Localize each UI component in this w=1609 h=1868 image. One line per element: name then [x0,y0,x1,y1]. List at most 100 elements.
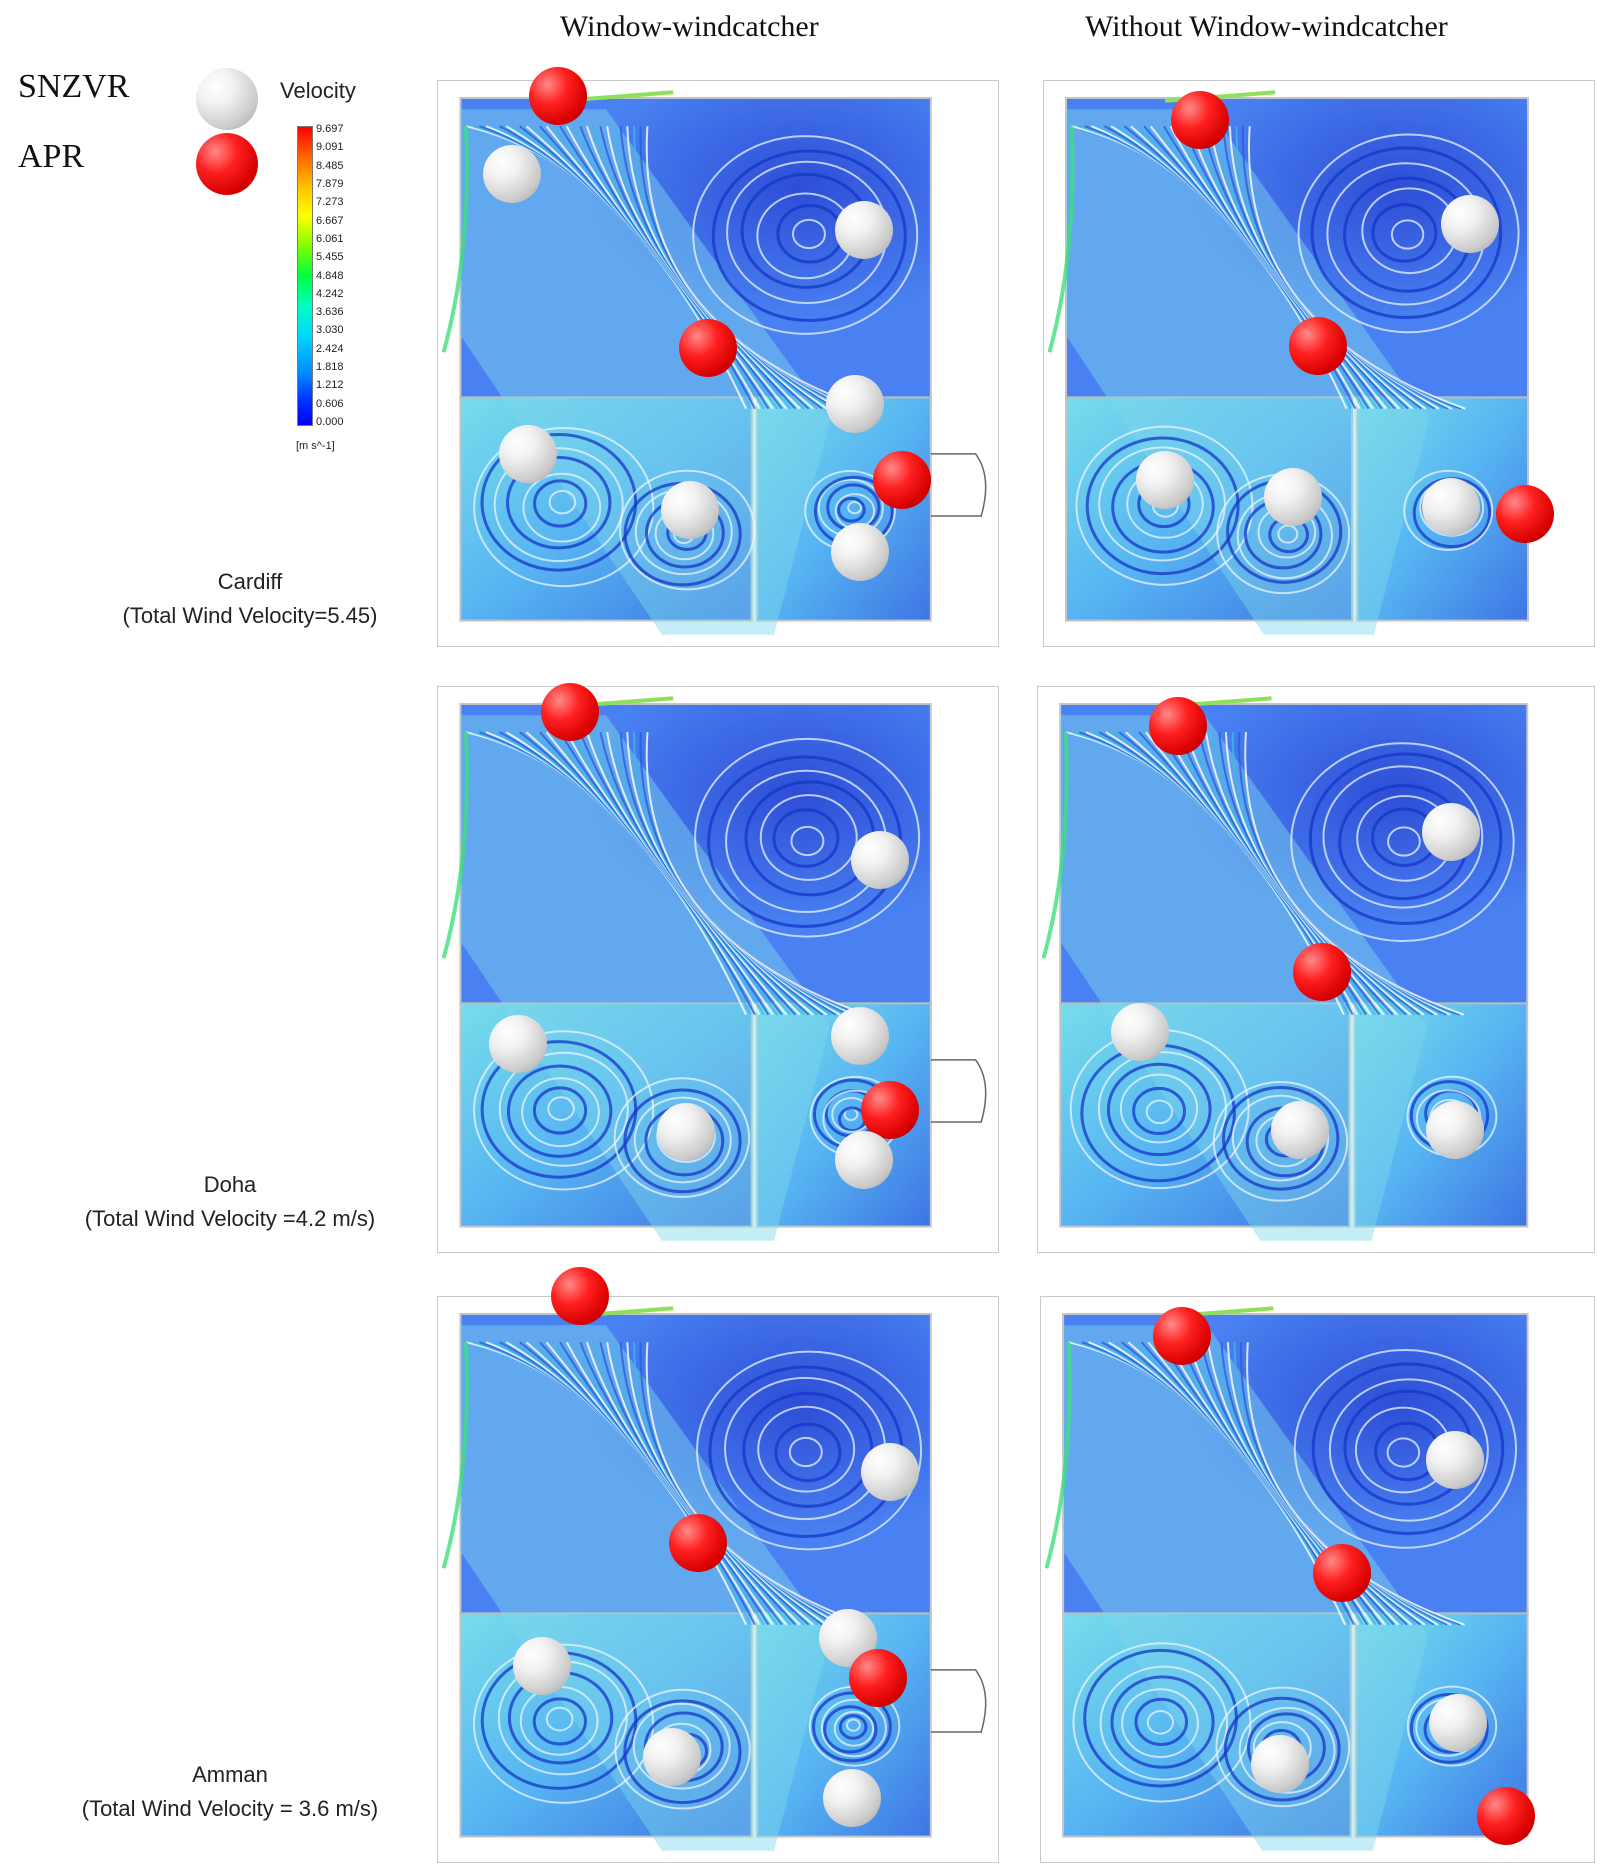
streamline [532,1697,587,1746]
streamline [1297,133,1520,334]
apr-marker [1293,943,1351,1001]
tick-label: 9.091 [316,141,344,154]
streamline [692,135,919,335]
streamline [833,1710,875,1747]
streamline [1390,219,1425,250]
streamline [1311,1362,1505,1535]
streamline [1238,1706,1336,1794]
streamline [711,149,907,323]
streamline [772,808,840,868]
apr-marker [1477,1787,1535,1845]
streamline [645,1342,868,1626]
velocity-colorbar [297,126,313,426]
streamline [838,1714,868,1740]
streamline [1386,1437,1421,1468]
streamline [506,1064,613,1158]
tick-label: 3.030 [316,324,344,337]
streamline [522,472,602,543]
snzvr-marker [657,1103,715,1161]
streamline [548,489,577,515]
inlet-flow [441,732,469,959]
streamline [506,455,612,550]
tick-label: 9.697 [316,123,344,135]
tick-label: 2.424 [316,342,344,355]
streamline [473,426,655,588]
panel-amman-with [437,1296,999,1863]
snzvr-marker [861,1443,919,1501]
streamline [1223,1696,1341,1802]
streamline [759,794,858,881]
streamline [1132,1086,1186,1136]
streamline [1403,469,1494,551]
row-detail: (Total Wind Velocity = 3.6 m/s) [81,1796,379,1821]
streamline [845,1718,861,1732]
streamline-plot [441,696,987,1241]
inlet-flow [441,1342,469,1569]
tick-label: 3.636 [316,306,344,319]
streamline [1247,126,1466,410]
snzvr-marker [1422,803,1480,861]
tick-label: 7.879 [316,177,344,190]
apr-marker [873,451,931,509]
snzvr-marker [1111,1003,1169,1061]
streamline [473,1030,655,1191]
snzvr-marker [1426,1101,1484,1159]
inlet-flow [1044,1342,1072,1569]
legend-snzvr-sphere [196,68,258,130]
velocity-unit: [m s^-1] [296,440,335,452]
streamline [1222,1085,1340,1191]
streamline [1119,1073,1199,1144]
apr-marker [551,1267,609,1325]
flow-band [1060,715,1428,1241]
streamline [547,1096,575,1121]
inlet-flow [1041,732,1069,959]
streamline [847,501,862,515]
tick-label: 4.848 [316,269,344,282]
streamline [623,1699,742,1805]
row-city: Cardiff [217,569,283,594]
streamline [1231,1094,1330,1182]
flow-band [1063,1325,1429,1851]
streamline [812,1691,892,1763]
streamline [1406,1685,1498,1767]
streamline [837,496,866,523]
streamline [1085,436,1240,576]
streamline [493,447,624,563]
streamline [1290,742,1515,942]
streamline [1371,203,1438,263]
streamline-plot [1044,1306,1529,1851]
streamline [1134,1697,1189,1747]
streamline [1244,732,1465,1016]
row-label-amman: Amman (Total Wind Velocity = 3.6 m/s) [25,1758,435,1826]
column-title-right: Without Window-windcatcher [1085,10,1448,43]
tick-label: 5.455 [316,251,344,264]
streamline [694,737,921,938]
row-detail: (Total Wind Velocity =4.2 m/s) [84,1206,376,1231]
snzvr-marker [835,201,893,259]
column-title-left: Window-windcatcher [560,10,819,43]
apr-marker [1496,485,1554,543]
streamline [472,1643,655,1804]
snzvr-marker [513,1637,571,1695]
snzvr-marker [826,375,884,433]
streamline [1293,1348,1518,1549]
streamline [619,469,756,591]
snzvr-marker [489,1015,547,1073]
snzvr-marker [1264,468,1322,526]
apr-marker [849,1649,907,1707]
snzvr-marker [1429,1694,1487,1752]
inlet-flow [1047,126,1075,353]
row-detail: (Total Wind Velocity=5.45) [122,603,378,628]
snzvr-marker [823,1769,881,1827]
apr-marker [1171,91,1229,149]
apr-marker [529,67,587,125]
streamline [1099,1665,1229,1781]
panel-cardiff-without [1043,80,1595,647]
streamline [1246,1342,1465,1626]
snzvr-marker [643,1728,701,1786]
velocity-title: Velocity [280,78,356,103]
flow-band [460,1325,830,1851]
row-label-cardiff: Cardiff (Total Wind Velocity=5.45) [80,565,420,633]
streamline [498,1051,629,1167]
flow-band [460,109,830,635]
